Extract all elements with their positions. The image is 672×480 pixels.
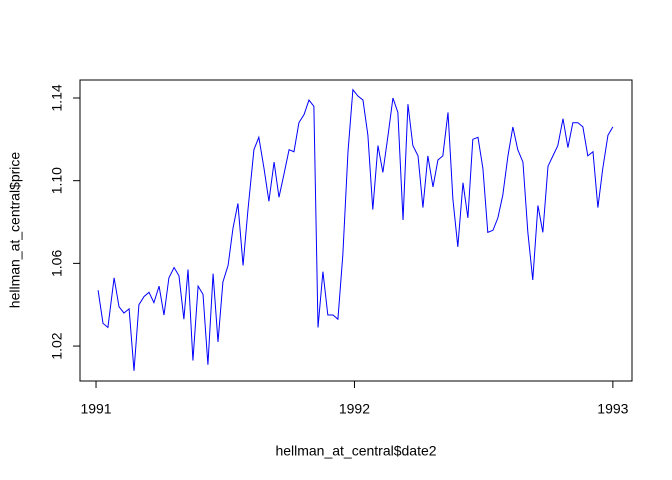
series-line (97, 88, 614, 371)
x-tick-label: 1993 (597, 401, 628, 417)
x-tick-label: 1991 (80, 401, 111, 417)
x-tick-label: 1992 (339, 401, 370, 417)
y-tick-label: 1.06 (49, 250, 65, 277)
y-tick-label: 1.14 (49, 84, 65, 111)
plot-box (79, 79, 633, 382)
y-axis-label: hellman_at_central$price (7, 152, 23, 309)
y-tick-label: 1.10 (49, 167, 65, 194)
x-axis-label: hellman_at_central$date2 (275, 443, 436, 459)
y-tick-label: 1.02 (49, 332, 65, 359)
